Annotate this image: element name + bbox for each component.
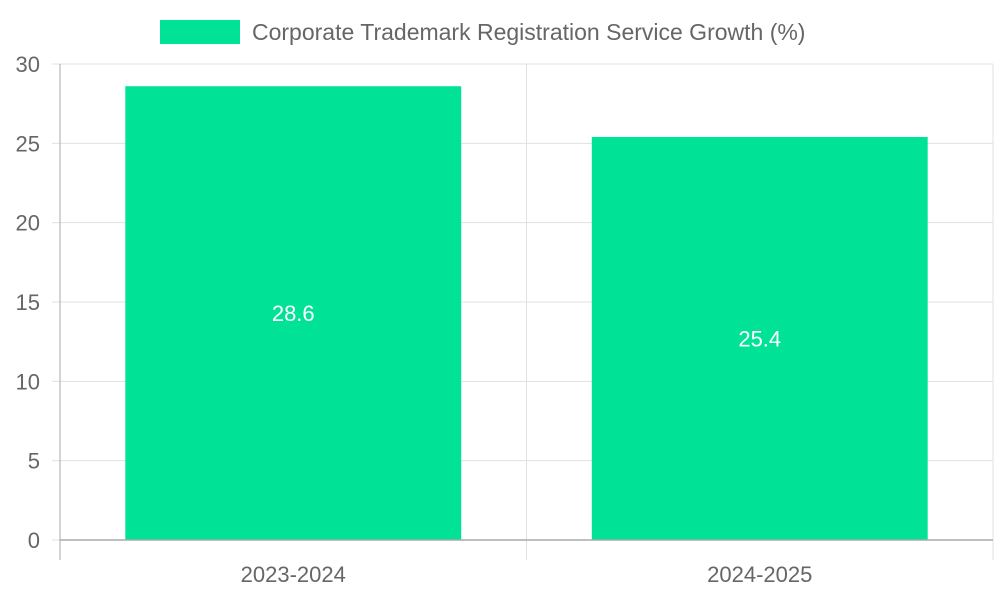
legend-label[interactable]: Corporate Trademark Registration Service…	[252, 19, 805, 45]
bars-layer	[125, 86, 928, 541]
y-tick-label: 10	[16, 369, 40, 394]
bar-2024-2025[interactable]	[591, 136, 928, 540]
legend-swatch[interactable]	[160, 20, 240, 44]
data-label: 25.4	[738, 326, 781, 351]
y-tick-label: 20	[16, 211, 40, 236]
axis-layer	[52, 63, 993, 560]
x-tick-label: 2023-2024	[241, 562, 346, 587]
y-tick-label: 0	[28, 528, 40, 553]
data-label: 28.6	[272, 301, 315, 326]
x-tick-label: 2024-2025	[707, 562, 812, 587]
y-tick-label: 25	[16, 131, 40, 156]
labels-layer: 0 5 10 15 20 25 30 28.6 2023-2024 25.4 2024-2025	[16, 52, 813, 587]
y-tick-label: 5	[28, 449, 40, 474]
bar-2023-2024[interactable]	[125, 86, 462, 541]
y-tick-label: 15	[16, 290, 40, 315]
y-tick-label: 30	[16, 52, 40, 77]
legend[interactable]: Corporate Trademark Registration Service…	[160, 19, 805, 45]
